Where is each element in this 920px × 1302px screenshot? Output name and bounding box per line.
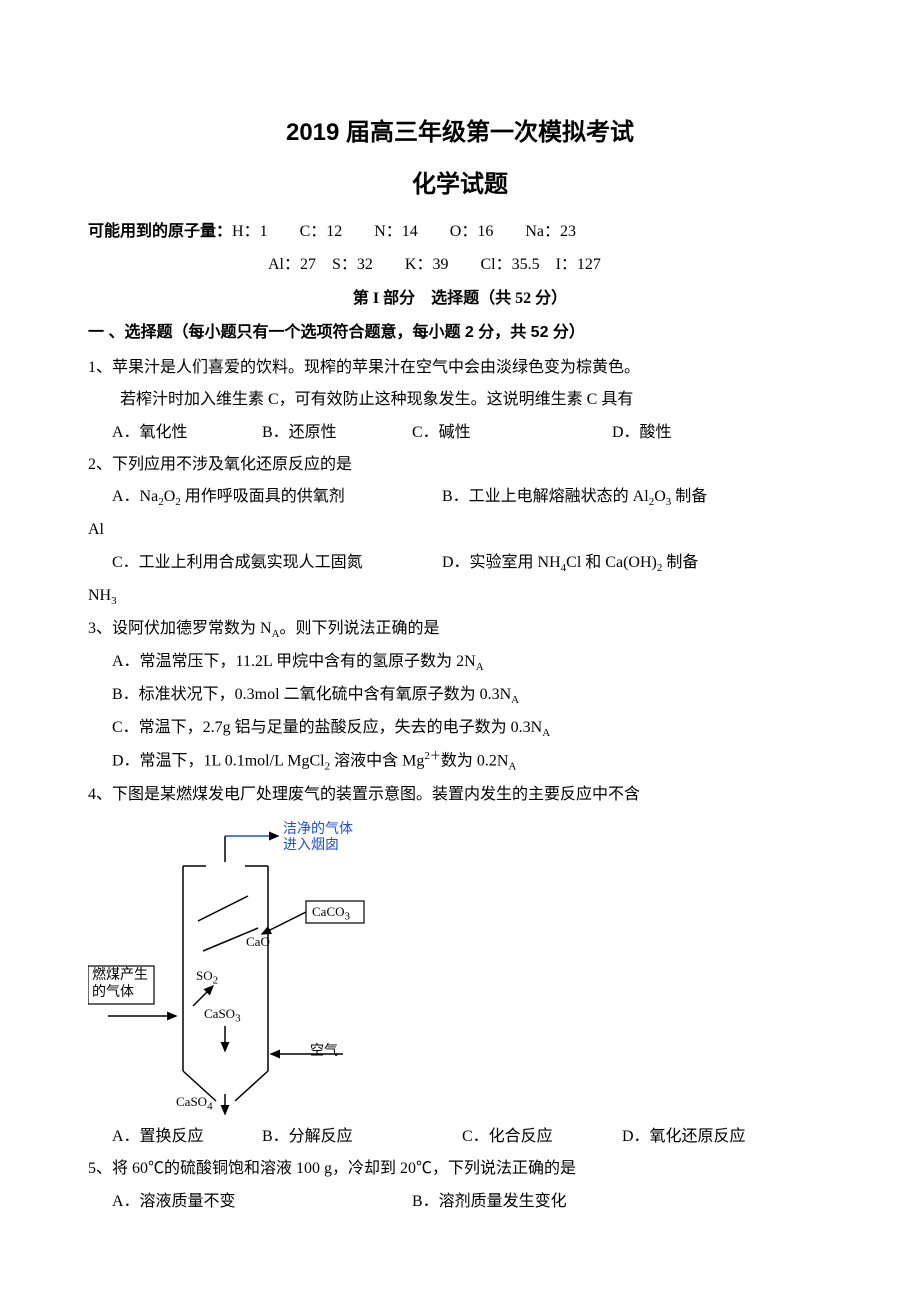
diag-clean-gas-l2: 进入烟囱 bbox=[283, 838, 339, 855]
atomic-mass-values-1: H：1 C：12 N：14 O：16 Na：23 bbox=[232, 223, 576, 240]
q1-choice-d: D．酸性 bbox=[612, 418, 672, 448]
q4-choice-c: C．化合反应 bbox=[462, 1122, 622, 1152]
diag-clean-gas-l1: 洁净的气体 bbox=[283, 822, 353, 839]
q2-choice-d: D．实验室用 NH4Cl 和 Ca(OH)2 制备 bbox=[442, 548, 832, 579]
diag-left-l1: 燃煤产生 bbox=[92, 968, 148, 985]
q1-choice-b: B．还原性 bbox=[262, 418, 412, 448]
diag-air: 空气 bbox=[310, 1044, 338, 1061]
q3-choice-d: D．常温下，1L 0.1mol/L MgCl2 溶液中含 Mg2＋数为 0.2N… bbox=[88, 746, 832, 777]
exam-title-line2: 化学试题 bbox=[88, 162, 832, 208]
q5-row1: A．溶液质量不变 B．溶剂质量发生变化 bbox=[88, 1187, 832, 1217]
q2-cont-al: Al bbox=[88, 515, 832, 545]
q1-choices: A．氧化性 B．还原性 C．碱性 D．酸性 bbox=[88, 418, 832, 448]
q3-choice-a: A．常温常压下，11.2L 甲烷中含有的氢原子数为 2NA bbox=[88, 647, 832, 678]
atomic-mass-line1: 可能用到的原子量：H：1 C：12 N：14 O：16 Na：23 bbox=[88, 217, 832, 247]
q3-stem: 3、设阿伏加德罗常数为 NA。则下列说法正确的是 bbox=[88, 614, 832, 645]
diag-so2: SO2 bbox=[196, 968, 218, 988]
q1-stem: 1、苹果汁是人们喜爱的饮料。现榨的苹果汁在空气中会由淡绿色变为棕黄色。 bbox=[88, 353, 832, 383]
q4-choices: A．置换反应 B．分解反应 C．化合反应 D．氧化还原反应 bbox=[88, 1122, 832, 1152]
diag-cao: CaO bbox=[246, 934, 270, 950]
q4-choice-a: A．置换反应 bbox=[112, 1122, 262, 1152]
diag-left-l2: 的气体 bbox=[92, 985, 134, 1002]
atomic-mass-line2: Al：27 S：32 K：39 Cl：35.5 I：127 bbox=[88, 250, 832, 280]
q1-choice-c: C．碱性 bbox=[412, 418, 612, 448]
q3-choice-b: B．标准状况下，0.3mol 二氧化硫中含有氧原子数为 0.3NA bbox=[88, 680, 832, 711]
q4-diagram: 洁净的气体 进入烟囱 CaCO3 CaO 燃煤产生 的气体 SO2 CaSO3 … bbox=[88, 816, 398, 1116]
diag-caso4: CaSO4 bbox=[176, 1094, 213, 1114]
q5-choice-a: A．溶液质量不变 bbox=[112, 1187, 412, 1217]
q5-stem: 5、将 60℃的硫酸铜饱和溶液 100 g，冷却到 20℃，下列说法正确的是 bbox=[88, 1154, 832, 1184]
section-1-heading: 一 、选择题（每小题只有一个选项符合题意，每小题 2 分，共 52 分） bbox=[88, 318, 832, 348]
atomic-mass-label: 可能用到的原子量： bbox=[88, 223, 232, 240]
q2-row2: C．工业上利用合成氨实现人工固氮 D．实验室用 NH4Cl 和 Ca(OH)2 … bbox=[88, 548, 832, 579]
q4-diagram-svg bbox=[88, 816, 398, 1116]
q5-choice-b: B．溶剂质量发生变化 bbox=[412, 1187, 832, 1217]
q2-cont-nh3: NH3 bbox=[88, 581, 832, 612]
q2-choice-c: C．工业上利用合成氨实现人工固氮 bbox=[112, 548, 442, 579]
q4-stem: 4、下图是某燃煤发电厂处理废气的装置示意图。装置内发生的主要反应中不含 bbox=[88, 780, 832, 810]
q1-choice-a: A．氧化性 bbox=[112, 418, 262, 448]
diag-caso3: CaSO3 bbox=[204, 1006, 241, 1026]
q4-choice-b: B．分解反应 bbox=[262, 1122, 462, 1152]
q2-row1: A．Na2O2 用作呼吸面具的供氧剂 B．工业上电解熔融状态的 Al2O3 制备 bbox=[88, 482, 832, 513]
diag-caco3: CaCO3 bbox=[312, 904, 350, 924]
q2-choice-a: A．Na2O2 用作呼吸面具的供氧剂 bbox=[112, 482, 442, 513]
part-heading: 第 I 部分 选择题（共 52 分） bbox=[88, 284, 832, 314]
q2-stem: 2、下列应用不涉及氧化还原反应的是 bbox=[88, 450, 832, 480]
q1-sub: 若榨汁时加入维生素 C，可有效防止这种现象发生。这说明维生素 C 具有 bbox=[88, 385, 832, 415]
q4-choice-d: D．氧化还原反应 bbox=[622, 1122, 746, 1152]
q3-choice-c: C．常温下，2.7g 铝与足量的盐酸反应，失去的电子数为 0.3NA bbox=[88, 713, 832, 744]
q2-choice-b: B．工业上电解熔融状态的 Al2O3 制备 bbox=[442, 482, 832, 513]
exam-title-line1: 2019 届高三年级第一次模拟考试 bbox=[88, 110, 832, 156]
